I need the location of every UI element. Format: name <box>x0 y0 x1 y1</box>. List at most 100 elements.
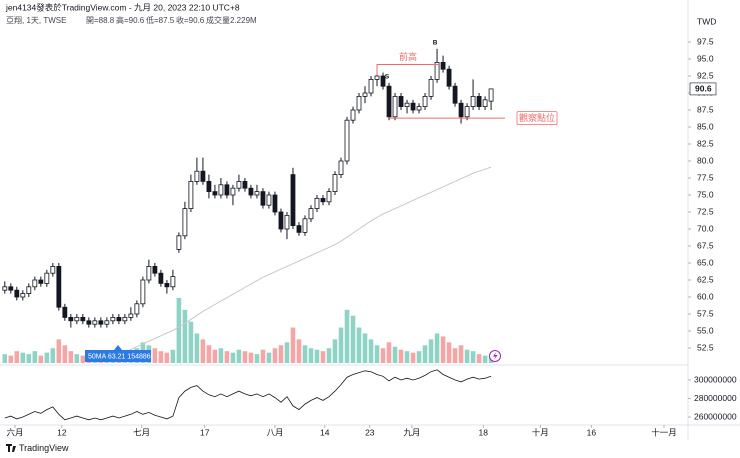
x-tick-label: 十一月 <box>651 427 677 437</box>
y-tick-label: 60.0 <box>697 291 714 301</box>
candle-body <box>374 75 380 80</box>
candle-body <box>290 174 296 227</box>
candle-body <box>362 92 368 97</box>
y-tick-label: 52.5 <box>697 342 714 352</box>
volume-bar <box>398 349 404 363</box>
candle-body <box>422 96 428 108</box>
candle-body <box>182 208 188 237</box>
volume-bar <box>368 339 374 363</box>
volume-bar <box>224 351 230 363</box>
candle-body <box>488 88 494 102</box>
candle-body <box>392 96 398 118</box>
candle-body <box>104 320 110 325</box>
candle-body <box>200 170 206 182</box>
candle-body <box>80 316 86 322</box>
candle-body <box>446 68 452 87</box>
volume-bar <box>302 345 308 363</box>
y-tick-label: 72.5 <box>697 206 714 216</box>
volume-bar <box>422 345 428 363</box>
candle-body <box>110 316 116 322</box>
candle-body <box>254 191 260 196</box>
brand-logo <box>6 444 16 452</box>
candle-body <box>356 96 362 111</box>
y-tick-label: 77.5 <box>697 172 714 182</box>
y-tick-label: 92.5 <box>697 70 714 80</box>
volume-bar <box>338 327 344 363</box>
volume-bar <box>296 339 302 363</box>
volume-bar <box>260 349 266 363</box>
volume-bar <box>170 349 176 363</box>
last-price-box <box>689 82 717 96</box>
volume-bar <box>74 354 80 363</box>
y-tick-label: 95.0 <box>697 53 714 63</box>
x-tick-label: 17 <box>200 427 210 437</box>
candle-body <box>56 265 62 308</box>
candle-body <box>452 85 458 104</box>
x-tick-label: 十月 <box>532 427 549 437</box>
candle-body <box>158 272 164 284</box>
candle-body <box>344 119 350 162</box>
volume-bar <box>470 351 476 363</box>
candle-body <box>86 320 92 325</box>
volume-bar <box>44 352 50 363</box>
x-tick-label: 九月 <box>403 427 420 437</box>
candle-body <box>68 316 74 322</box>
ma-legend-pointer <box>114 345 122 350</box>
volume-bar <box>476 354 482 363</box>
y-tick-label: 82.5 <box>697 138 714 148</box>
volume-bar <box>50 348 56 363</box>
ohlc-high: 高=90.6 <box>116 15 145 25</box>
alert-icon <box>489 350 501 362</box>
volume-bar <box>56 339 62 363</box>
x-tick-label: 16 <box>587 427 597 437</box>
volume-bar <box>392 346 398 363</box>
y-tick-label: 80.0 <box>697 155 714 165</box>
annotation-line <box>376 63 440 76</box>
x-tick-label: 七月 <box>133 427 150 437</box>
candle-body <box>404 102 410 107</box>
volume-bar <box>272 348 278 363</box>
candle-body <box>206 180 212 192</box>
y-tick-label: 55.0 <box>697 325 714 335</box>
ohlc-low: 低=87.5 <box>146 15 175 25</box>
axes: 97.595.092.590.087.585.082.580.077.575.0… <box>0 0 740 440</box>
ohlc-close: 收=90.6 <box>176 15 205 25</box>
volume-bar <box>464 349 470 363</box>
volume-bar <box>254 354 260 363</box>
y2-tick-label: 280000000 <box>694 393 737 403</box>
volume-bar <box>176 298 182 363</box>
volume-bar <box>218 348 224 363</box>
y-tick-label: 97.5 <box>697 36 714 46</box>
candle-body <box>416 106 422 111</box>
candle-body <box>194 170 200 182</box>
ma-legend: 50MA 63.21 154886 <box>85 345 151 362</box>
candle-body <box>116 316 122 322</box>
volume-bar <box>308 348 314 363</box>
candle-body <box>260 191 266 206</box>
y2-tick-label: 260000000 <box>694 411 737 421</box>
candle-body <box>236 180 242 189</box>
alert-bolt <box>493 352 498 360</box>
volume-bar <box>290 327 296 363</box>
volume-bar <box>404 351 410 363</box>
candle-body <box>122 316 128 322</box>
brand: TradingView <box>19 443 69 453</box>
candle-body <box>314 197 320 209</box>
candle-body <box>8 286 14 291</box>
volume-bar <box>164 352 170 363</box>
candle-body <box>380 75 386 87</box>
volume-bar <box>332 339 338 363</box>
candle-body <box>320 197 326 203</box>
candle-body <box>476 96 482 108</box>
volume-bar <box>314 349 320 363</box>
candle-body <box>2 286 8 291</box>
volume-bar <box>326 348 332 363</box>
volume-bar <box>188 321 194 363</box>
candle-body <box>368 79 374 94</box>
annotation-label: 前高 <box>399 51 417 62</box>
candle-body <box>32 279 38 288</box>
volume-bar <box>62 345 68 363</box>
volume-bar <box>206 345 212 363</box>
footer: TradingView <box>6 443 69 453</box>
